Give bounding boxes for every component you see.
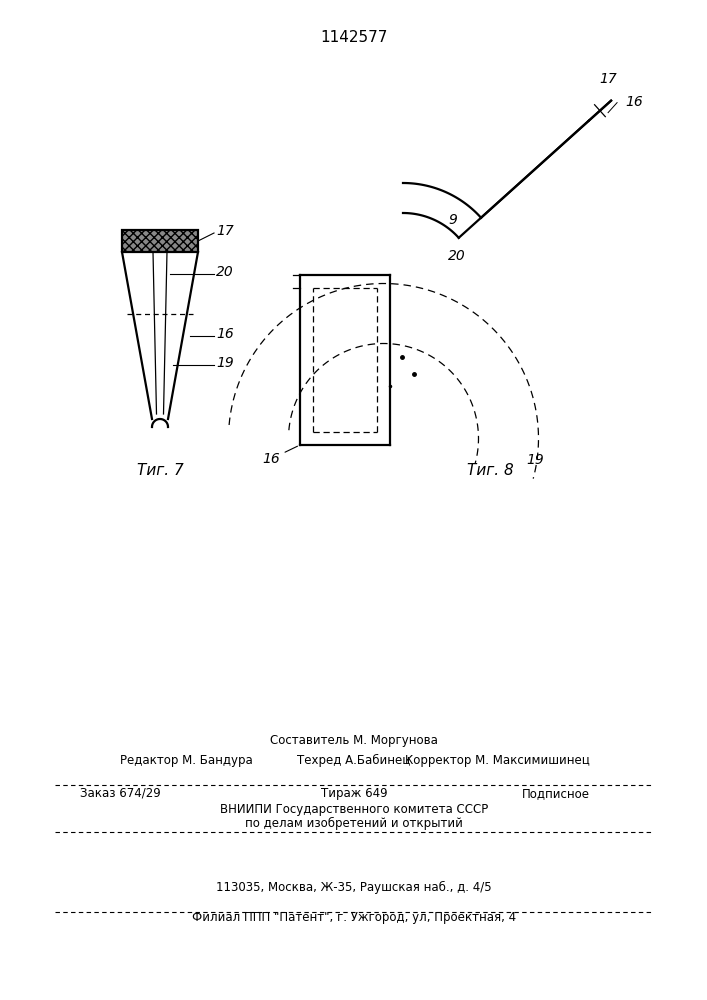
Text: Подписное: Подписное [522,787,590,800]
Text: 20: 20 [448,249,466,263]
Text: 17: 17 [600,72,617,86]
Text: 16: 16 [262,446,298,466]
Text: 1142577: 1142577 [320,30,387,45]
Text: 16: 16 [625,95,643,109]
Text: по делам изобретений и открытий: по делам изобретений и открытий [245,817,463,830]
Text: Τиг. 8: Τиг. 8 [467,463,513,478]
Text: Составитель М. Моргунова: Составитель М. Моргунова [270,734,438,747]
Text: Филиал ППП "Патент", г. Ужгород, ул, Проектная, 4: Филиал ППП "Патент", г. Ужгород, ул, Про… [192,911,516,924]
Bar [122,230,198,252]
Text: ВНИИПИ Государственного комитета СССР: ВНИИПИ Государственного комитета СССР [220,803,488,816]
Text: Техред А.Бабинец: Техред А.Бабинец [298,754,411,767]
Text: 17: 17 [216,224,234,238]
Text: Корректор М. Максимишинец: Корректор М. Максимишинец [405,754,590,767]
Text: Заказ 674/29: Заказ 674/29 [80,787,160,800]
Text: Τиг. 7: Τиг. 7 [136,463,183,478]
Text: 9: 9 [448,213,457,227]
Text: 19: 19 [527,452,544,466]
Text: 16: 16 [216,326,234,340]
Text: 19: 19 [216,356,234,370]
Text: Тираж 649: Тираж 649 [321,787,387,800]
Text: 113035, Москва, Ж-35, Раушская наб., д. 4/5: 113035, Москва, Ж-35, Раушская наб., д. … [216,881,492,894]
Text: 20: 20 [216,265,234,279]
Text: Редактор М. Бандура: Редактор М. Бандура [120,754,252,767]
